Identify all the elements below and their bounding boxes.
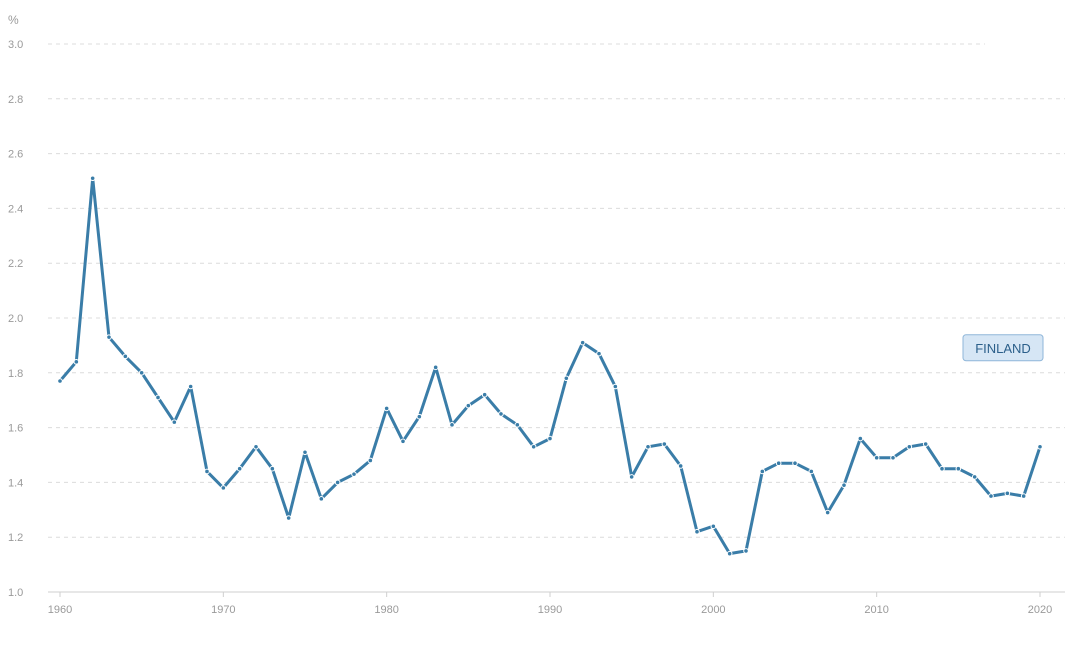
axes: 1.0 1.2 1.4 1.6 1.8 2.0 2.2 2.4 2.6 2.8 3.0 1960 197…	[8, 39, 1065, 616]
data-point[interactable]	[122, 353, 129, 360]
data-point[interactable]	[547, 435, 553, 442]
data-point[interactable]	[236, 465, 243, 472]
data-point[interactable]	[873, 454, 880, 461]
y-tick-label: 1.6	[8, 423, 23, 435]
data-point[interactable]	[596, 350, 602, 357]
data-point[interactable]	[939, 465, 945, 472]
data-point[interactable]	[1020, 493, 1027, 499]
data-point[interactable]	[563, 375, 570, 382]
data-point[interactable]	[612, 383, 619, 390]
data-point[interactable]	[220, 485, 227, 491]
data-point[interactable]	[645, 443, 651, 450]
data-point[interactable]	[138, 370, 145, 376]
data-point[interactable]	[906, 443, 913, 450]
data-point[interactable]	[922, 441, 929, 447]
data-point[interactable]	[579, 339, 586, 346]
data-point[interactable]	[155, 394, 161, 401]
data-point[interactable]	[710, 523, 717, 530]
data-point[interactable]	[302, 449, 308, 456]
data-point[interactable]	[628, 474, 635, 480]
data-point[interactable]	[824, 509, 831, 516]
data-point[interactable]	[514, 422, 521, 428]
data-point[interactable]	[449, 422, 455, 428]
x-tick-label: 2010	[864, 604, 888, 616]
data-point[interactable]	[1004, 490, 1011, 497]
series-layer	[57, 175, 1043, 557]
grid	[48, 43, 1065, 538]
data-point[interactable]	[106, 334, 112, 340]
data-point[interactable]	[416, 413, 423, 420]
y-tick-label: 1.8	[8, 368, 23, 380]
x-tick-label: 2020	[1028, 604, 1052, 616]
data-point[interactable]	[465, 402, 472, 409]
data-point[interactable]	[759, 468, 766, 475]
data-point[interactable]	[351, 471, 357, 477]
data-point[interactable]	[269, 465, 276, 472]
x-tick-label: 1980	[374, 604, 398, 616]
data-point[interactable]	[187, 383, 194, 390]
data-point[interactable]	[481, 391, 488, 398]
y-tick-label: 1.0	[8, 587, 23, 599]
data-point[interactable]	[204, 468, 210, 475]
y-tick-label: 2.8	[8, 94, 23, 106]
y-tick-label: 1.2	[8, 532, 23, 544]
data-point[interactable]	[1037, 443, 1043, 450]
series-label-layer: FINLAND	[962, 334, 1044, 362]
data-point[interactable]	[367, 457, 374, 464]
data-point[interactable]	[775, 460, 782, 467]
data-point[interactable]	[530, 443, 537, 450]
data-point[interactable]	[661, 441, 668, 447]
data-point[interactable]	[955, 465, 962, 472]
series-label-badge	[962, 334, 1044, 362]
x-tick-label: 1970	[211, 604, 235, 616]
series-line[interactable]	[58, 176, 1042, 556]
data-point[interactable]	[677, 463, 684, 469]
y-tick-label: 3.0	[8, 39, 23, 51]
data-point[interactable]	[89, 175, 96, 182]
y-tick-label: 2.2	[8, 258, 23, 270]
data-point[interactable]	[432, 364, 439, 371]
data-point[interactable]	[171, 419, 178, 425]
data-point[interactable]	[400, 438, 406, 445]
y-tick-label: 2.0	[8, 313, 23, 325]
data-point[interactable]	[334, 479, 341, 486]
data-point[interactable]	[57, 378, 63, 384]
data-point[interactable]	[890, 454, 896, 461]
data-point[interactable]	[971, 474, 978, 480]
data-point[interactable]	[253, 443, 259, 450]
data-point[interactable]	[726, 550, 733, 557]
y-tick-label: 1.4	[8, 477, 23, 489]
y-axis-unit-label: %	[8, 13, 19, 27]
data-point[interactable]	[841, 482, 847, 488]
data-point[interactable]	[285, 515, 292, 521]
data-point[interactable]	[318, 496, 325, 502]
y-tick-label: 2.6	[8, 149, 23, 161]
x-tick-label: 1960	[48, 604, 72, 616]
data-point[interactable]	[792, 460, 798, 467]
data-point[interactable]	[498, 411, 504, 417]
series-name-label: FINLAND	[975, 341, 1031, 356]
y-tick-label: 2.4	[8, 203, 23, 215]
data-point[interactable]	[988, 493, 994, 499]
data-point[interactable]	[694, 528, 700, 535]
x-tick-label: 2000	[701, 604, 725, 616]
data-point[interactable]	[73, 359, 80, 365]
data-point[interactable]	[857, 435, 864, 442]
data-point[interactable]	[383, 405, 390, 412]
data-point[interactable]	[808, 468, 815, 475]
data-point[interactable]	[743, 548, 749, 554]
x-tick-label: 1990	[538, 604, 562, 616]
